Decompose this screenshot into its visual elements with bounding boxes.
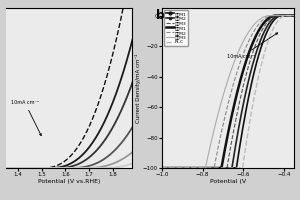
Text: b: b [156, 9, 165, 22]
Y-axis label: Current Density/mA cm⁻²: Current Density/mA cm⁻² [135, 53, 141, 123]
Legend: 实验M1, 实验M2, 实验M3, 对比M1, 对比M2, 对比M3, Pt-C: 实验M1, 实验M2, 实验M3, 对比M1, 对比M2, 对比M3, Pt-C [164, 10, 188, 46]
Text: 10mA cm⁻²: 10mA cm⁻² [227, 33, 278, 59]
X-axis label: Potential (V: Potential (V [210, 179, 246, 184]
Text: 10mA cm⁻²: 10mA cm⁻² [11, 100, 41, 136]
X-axis label: Potential (V vs.RHE): Potential (V vs.RHE) [38, 179, 100, 184]
